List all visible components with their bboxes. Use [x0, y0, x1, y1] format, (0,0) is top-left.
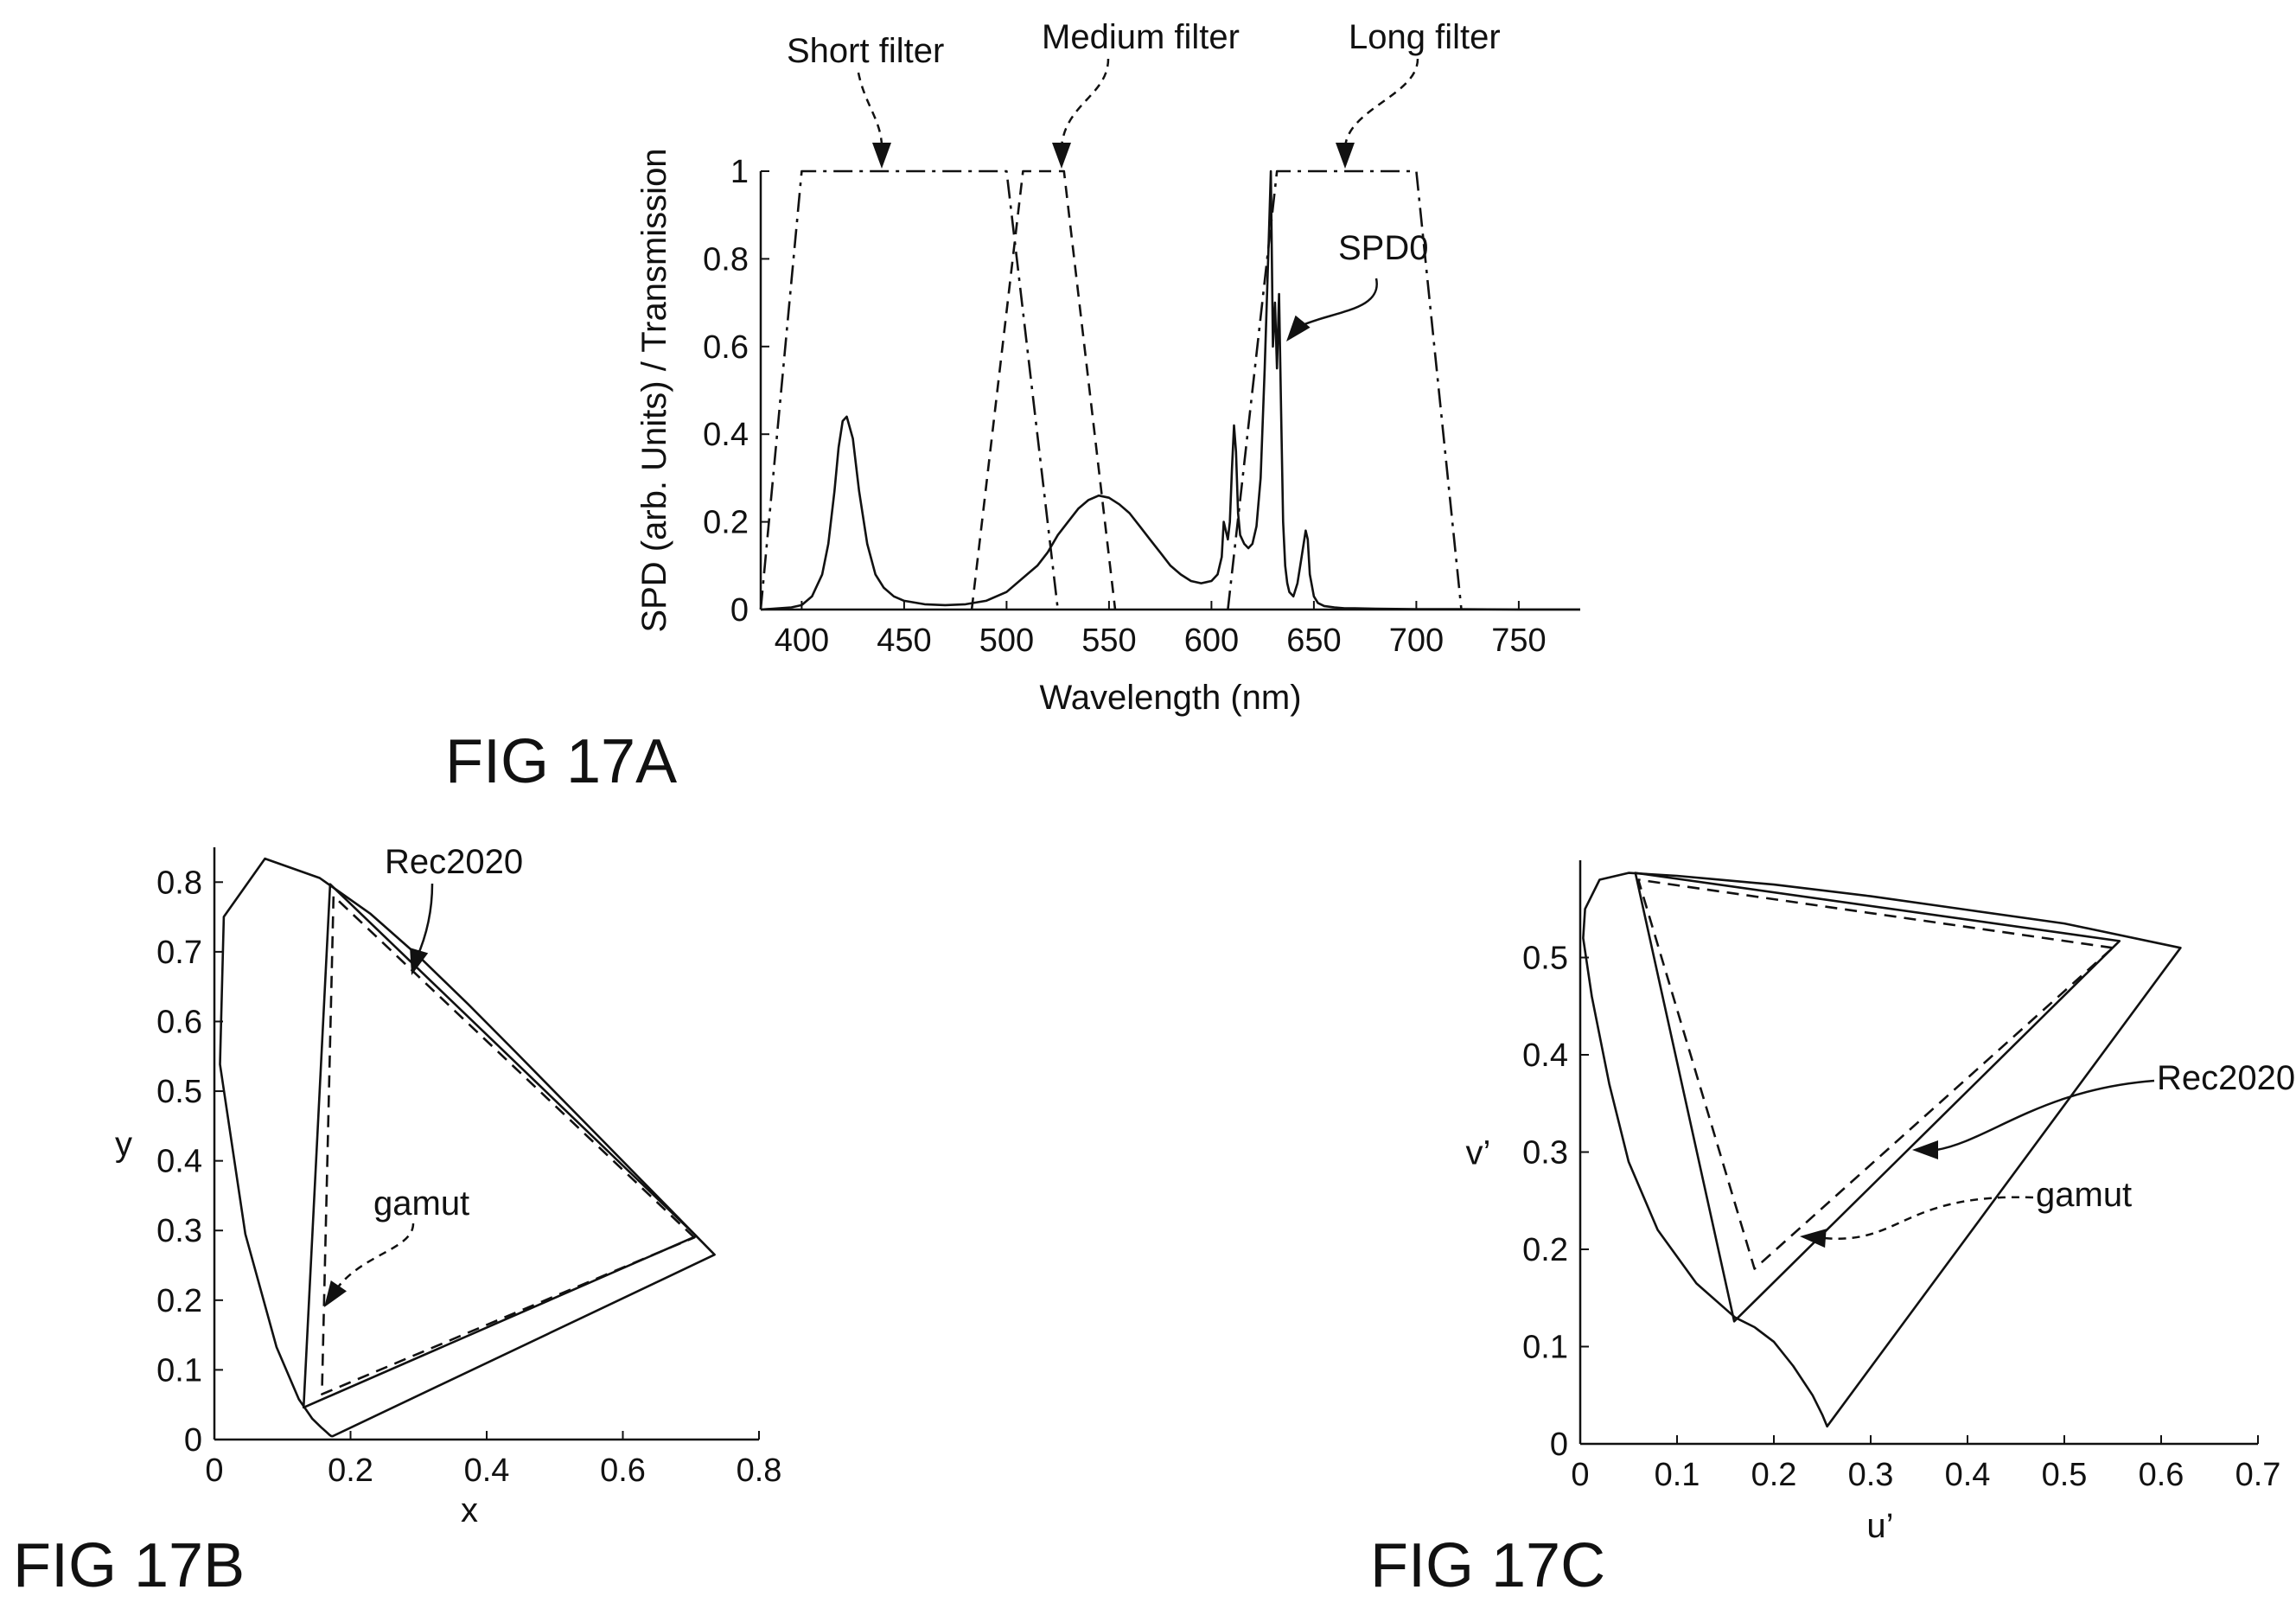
y-tick-label: 0.4 — [703, 417, 749, 453]
y-tick-label: 0.4 — [156, 1144, 202, 1180]
series-locus-line — [220, 859, 715, 1436]
x-tick-label: 0 — [205, 1453, 223, 1489]
short-filter-arrow-head — [872, 143, 891, 169]
gamut-annotation-b: gamut — [373, 1184, 469, 1223]
y-tick-label: 0.3 — [1522, 1135, 1568, 1172]
series-rec2020-line — [303, 884, 696, 1408]
y-axis-title: y — [115, 1126, 132, 1164]
y-tick-label: 0 — [730, 592, 749, 629]
x-tick-label: 0.2 — [1751, 1457, 1797, 1493]
x-tick-label: 0.4 — [1945, 1457, 1991, 1493]
spd0-arrow — [1298, 278, 1377, 327]
gamut-arrow-b-head — [324, 1280, 347, 1307]
y-axis-title: v’ — [1466, 1134, 1491, 1172]
long-filter-arrow-head — [1336, 143, 1355, 169]
y-tick-label: 0.7 — [156, 935, 202, 971]
fig-17a-label: FIG 17A — [445, 727, 677, 796]
series-locus-line — [1583, 873, 2180, 1427]
y-tick-label: 0.5 — [1522, 941, 1568, 977]
fig-17b-label: FIG 17B — [13, 1531, 245, 1600]
x-tick-label: 0.5 — [2042, 1457, 2088, 1493]
series-gamut-line — [322, 896, 694, 1394]
x-tick-label: 500 — [979, 623, 1034, 659]
x-tick-label: 0.7 — [2235, 1457, 2281, 1493]
fig-17c-label: FIG 17C — [1370, 1531, 1605, 1600]
short-filter-annotation: Short filter — [787, 32, 944, 70]
long-filter-annotation: Long filter — [1349, 18, 1501, 56]
chart-17c: 0 0.1 0.2 0.3 0.4 0.5 0.6 0.7 0 0.1 0.2 0.3 0.4 0.5 u’… — [1466, 860, 2281, 1545]
y-tick-label: 0 — [184, 1422, 202, 1459]
medium-filter-arrow — [1062, 59, 1108, 147]
x-tick-label: 450 — [877, 623, 931, 659]
x-tick-label: 0.1 — [1655, 1457, 1700, 1493]
x-tick-label: 400 — [775, 623, 829, 659]
x-axis-title: Wavelength (nm) — [1039, 679, 1301, 717]
series-spd0-line — [761, 171, 1580, 610]
gamut-annotation-c: gamut — [2036, 1176, 2132, 1214]
gamut-arrow-b — [337, 1223, 413, 1288]
medium-filter-arrow-head — [1052, 143, 1071, 169]
spd0-annotation: SPD0 — [1338, 229, 1429, 267]
rec2020-annotation-c: Rec2020 — [2157, 1059, 2295, 1097]
x-axis-title: u’ — [1866, 1507, 1893, 1545]
series-medium-filter-line — [972, 171, 1115, 610]
short-filter-arrow — [858, 73, 882, 147]
rec2020-arrow-b — [417, 884, 432, 958]
y-tick-label: 0.2 — [1522, 1232, 1568, 1268]
gamut-arrow-c — [1824, 1197, 2033, 1239]
medium-filter-annotation: Medium filter — [1042, 18, 1240, 56]
y-tick-label: 0.1 — [1522, 1330, 1568, 1366]
rec2020-annotation-b: Rec2020 — [385, 843, 523, 881]
x-tick-label: 600 — [1184, 623, 1239, 659]
y-tick-label: 0.2 — [703, 505, 749, 541]
y-tick-label: 0.4 — [1522, 1038, 1568, 1074]
y-tick-label: 0.8 — [703, 241, 749, 278]
y-tick-label: 0 — [1550, 1427, 1568, 1463]
x-tick-label: 0.2 — [328, 1453, 373, 1489]
x-tick-label: 0.6 — [600, 1453, 646, 1489]
y-tick-label: 0.2 — [156, 1283, 202, 1319]
y-axis-title: SPD (arb. Units) / Transmission — [635, 148, 673, 632]
x-axis-title: x — [461, 1491, 478, 1529]
y-tick-label: 0.8 — [156, 865, 202, 901]
x-tick-label: 0 — [1571, 1457, 1589, 1493]
x-tick-label: 0.3 — [1848, 1457, 1894, 1493]
x-tick-label: 0.6 — [2139, 1457, 2184, 1493]
spd0-arrow-head — [1286, 316, 1311, 342]
y-tick-label: 0.3 — [156, 1213, 202, 1249]
x-tick-label: 550 — [1081, 623, 1136, 659]
y-tick-label: 1 — [730, 154, 749, 190]
chart-17a: 400 450 500 550 600 650 700 750 0 0.2 0.4 0.6 0.8 1 Wa… — [635, 148, 1580, 717]
y-tick-label: 0.6 — [156, 1004, 202, 1040]
y-tick-label: 0.6 — [703, 329, 749, 366]
series-rec2020-line — [1636, 873, 2120, 1322]
x-tick-label: 0.4 — [464, 1453, 510, 1489]
series-short-filter-line — [761, 171, 1058, 610]
x-tick-label: 750 — [1491, 623, 1546, 659]
x-tick-label: 0.8 — [737, 1453, 782, 1489]
x-tick-label: 700 — [1389, 623, 1444, 659]
y-tick-label: 0.1 — [156, 1352, 202, 1389]
long-filter-arrow — [1345, 59, 1418, 147]
y-tick-label: 0.5 — [156, 1074, 202, 1110]
rec2020-arrow-c — [1936, 1081, 2154, 1150]
x-tick-label: 650 — [1286, 623, 1341, 659]
